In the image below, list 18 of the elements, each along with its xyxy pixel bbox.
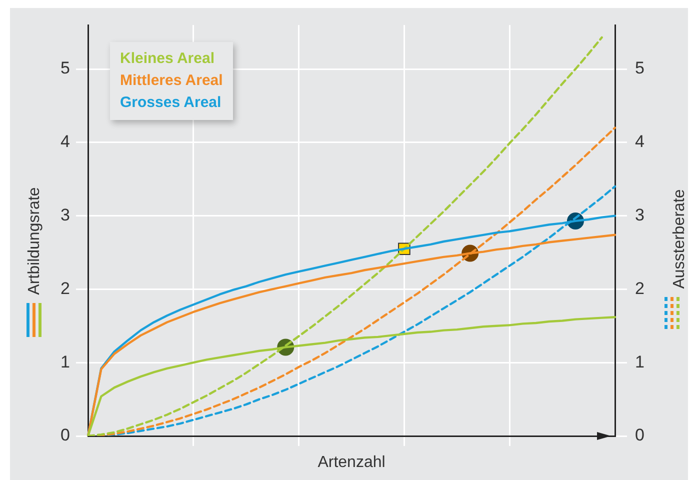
x-axis-title: Artenzahl xyxy=(318,454,386,472)
y-tick-label: 5 xyxy=(60,58,70,78)
y-tick-label: 3 xyxy=(60,206,70,225)
y-axis-title: Artbildungsrate xyxy=(26,186,44,294)
y-tick-label: 4 xyxy=(60,132,70,152)
text: Mittleres Areal xyxy=(120,71,223,91)
y2-tick-label: 3 xyxy=(635,206,644,225)
y2-tick-label: 2 xyxy=(635,278,644,298)
text: Grosses Areal xyxy=(120,93,222,113)
y-tick-label: 0 xyxy=(60,426,70,445)
y-tick-label: 2 xyxy=(60,278,70,298)
y2-axis-title: Aussterberate xyxy=(671,188,689,288)
y2-tick-label: 0 xyxy=(635,426,644,445)
y2-tick-label: 1 xyxy=(635,352,644,372)
y2-tick-label: 5 xyxy=(635,58,644,78)
y-tick-label: 1 xyxy=(60,352,70,372)
text: Kleines Areal xyxy=(120,49,216,69)
y2-tick-label: 4 xyxy=(635,132,644,152)
